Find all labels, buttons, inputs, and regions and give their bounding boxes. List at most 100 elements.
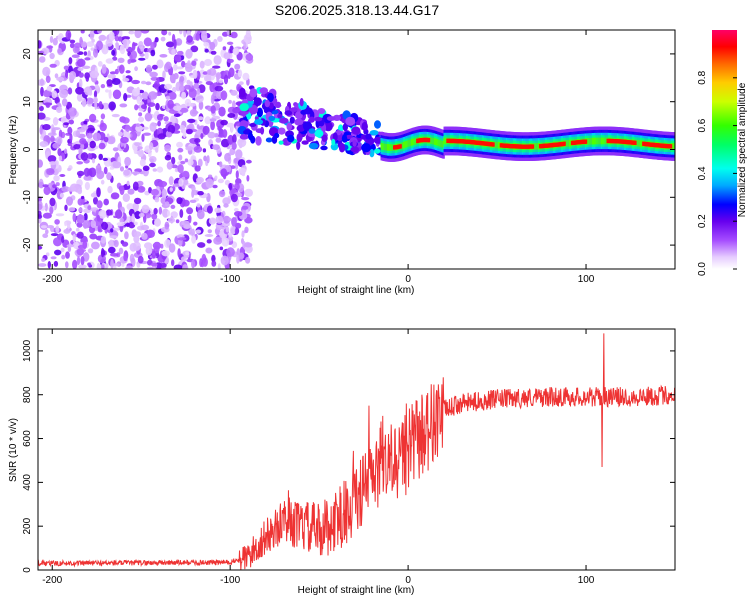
heatmap-cell	[326, 116, 336, 121]
heatmap-cell	[69, 71, 77, 80]
heatmap-cell	[212, 144, 221, 151]
heatmap-cell	[304, 107, 313, 115]
heatmap-cell	[76, 248, 85, 256]
heatmap-cell	[54, 249, 62, 256]
heatmap-cell	[138, 112, 143, 117]
heatmap-cell	[249, 88, 258, 98]
snr-y-ticks: 0 200 400 600 800 1000	[22, 339, 675, 573]
heatmap-cell	[38, 50, 45, 54]
heatmap-cell	[185, 128, 193, 135]
heatmap-cell	[101, 44, 109, 55]
heatmap-cell	[93, 48, 98, 58]
heatmap-cell	[151, 213, 158, 220]
heatmap-cell	[40, 225, 48, 229]
heatmap-cell	[76, 231, 84, 239]
heatmap-cell	[115, 42, 120, 50]
heatmap-cell	[196, 124, 200, 129]
heatmap-cell	[102, 157, 109, 161]
heatmap-cell	[186, 79, 191, 85]
heatmap-cell	[196, 176, 204, 184]
heatmap-cell	[208, 174, 213, 178]
heatmap-cell	[93, 196, 98, 205]
heatmap-cell	[140, 80, 147, 85]
heatmap-cell	[159, 54, 168, 58]
heatmap-cell	[86, 132, 93, 139]
heatmap-cell	[210, 120, 216, 131]
heatmap-cell	[105, 89, 109, 93]
heatmap-cell	[214, 85, 224, 92]
heatmap-cell	[131, 41, 136, 51]
heatmap-cell	[68, 119, 75, 125]
heatmap-cell	[108, 31, 115, 42]
heatmap-cell	[183, 30, 187, 38]
heatmap-cell	[289, 116, 295, 124]
heatmap-cell	[74, 42, 82, 49]
heatmap-cell	[54, 73, 59, 79]
heatmap-cell	[108, 101, 116, 111]
heatmap-cell	[584, 139, 588, 144]
heatmap-cell	[96, 30, 103, 34]
colorbar-gradient	[712, 30, 737, 269]
heatmap-cell	[190, 45, 199, 53]
heatmap-cell	[125, 124, 131, 132]
heatmap-cell	[94, 99, 98, 110]
heatmap-cell	[275, 101, 281, 109]
heatmap-cell	[64, 148, 68, 155]
heatmap-cell	[85, 97, 94, 105]
heatmap-cell	[197, 158, 203, 167]
heatmap-cell	[125, 265, 133, 269]
heatmap-cell	[176, 141, 183, 148]
heatmap-cell	[38, 263, 47, 267]
heatmap-cell	[52, 117, 59, 126]
heatmap-cell	[189, 199, 197, 203]
heatmap-cell	[140, 224, 150, 231]
heatmap-cell	[141, 91, 149, 100]
heatmap-cell	[38, 56, 46, 63]
heatmap-cell	[80, 152, 89, 161]
heatmap-cell	[156, 77, 160, 85]
heatmap-cell	[38, 100, 43, 107]
heatmap-cell	[141, 133, 145, 142]
heatmap-cell	[195, 32, 200, 41]
heatmap-cell	[228, 67, 235, 78]
heatmap-cell	[100, 236, 107, 244]
heatmap-cell	[149, 71, 158, 78]
heatmap-cell	[185, 48, 193, 59]
heatmap-cell	[223, 52, 231, 60]
heatmap-cell	[43, 102, 53, 106]
heatmap-cell	[97, 61, 103, 67]
heatmap-cell	[143, 37, 152, 47]
heatmap-cell	[111, 113, 120, 118]
heatmap-cell	[175, 219, 180, 224]
snr-panel: -200 -100 0 100 0 200 400 600 800 1000 Height of…	[8, 328, 676, 596]
heatmap-cell	[126, 180, 130, 187]
heatmap-cell	[161, 30, 168, 36]
y-tick-label: 10	[22, 96, 33, 108]
heatmap-cell	[76, 161, 84, 165]
heatmap-cell	[43, 186, 51, 196]
x-tick-label: 100	[578, 274, 595, 285]
spectrogram-x-label: Height of straight line (km)	[298, 285, 415, 296]
heatmap-cell	[139, 158, 146, 167]
heatmap-cell	[182, 128, 187, 139]
heatmap-cell	[136, 96, 141, 105]
heatmap-cell	[140, 46, 145, 52]
heatmap-cell	[83, 213, 88, 221]
heatmap-cell	[46, 168, 55, 176]
heatmap-cell	[179, 107, 189, 113]
heatmap-cell	[92, 132, 102, 142]
heatmap-cell	[65, 71, 68, 78]
heatmap-cell	[129, 54, 133, 60]
heatmap-cell	[321, 134, 328, 142]
heatmap-cell	[301, 140, 309, 145]
heatmap-cell	[172, 75, 176, 84]
heatmap-cell	[49, 206, 54, 215]
heatmap-cell	[162, 208, 169, 218]
heatmap-cell	[203, 42, 210, 47]
heatmap-cell	[220, 119, 228, 126]
heatmap-cell	[199, 60, 205, 69]
heatmap-cell	[91, 157, 96, 164]
heatmap-cell	[173, 39, 177, 49]
heatmap-cell	[149, 122, 157, 132]
heatmap-cell	[119, 185, 125, 196]
